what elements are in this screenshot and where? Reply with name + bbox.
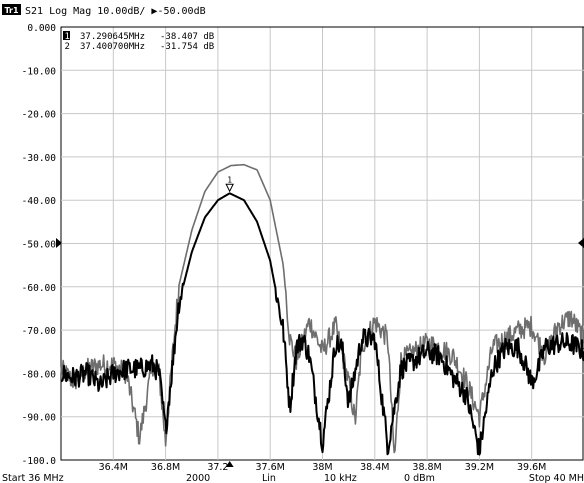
stop-frequency[interactable]: Stop 40 MH (529, 473, 584, 483)
marker-1-badge (63, 31, 70, 40)
trace-badge[interactable]: Tr1 (4, 6, 19, 15)
y-tick-label: -10.00 (22, 66, 57, 77)
x-tick-label: 36.4M (99, 462, 128, 473)
marker-2-freq: 37.400700MHz (80, 42, 145, 52)
sweep-points[interactable]: 2000 (186, 473, 210, 483)
x-tick-label: 37.6M (256, 462, 285, 473)
trace-dark (60, 192, 584, 456)
y-tick-label: -50.00 (22, 240, 57, 251)
reference-level-left-arrow[interactable] (56, 238, 62, 248)
marker-1-label: 1 (227, 175, 232, 184)
marker-1-value: -38.407 dB (160, 32, 214, 42)
reference-level-right-arrow[interactable] (578, 238, 584, 248)
markers: 1 (225, 175, 234, 467)
traces (60, 163, 584, 456)
y-tick-label: -60.00 (22, 283, 57, 294)
x-tick-label: 38M (312, 462, 332, 473)
y-tick-label: -100.0 (22, 456, 57, 467)
x-tick-label: 36.8M (151, 462, 180, 473)
x-tick-label: 37.2 (207, 462, 228, 473)
marker-2-id: 2 (65, 42, 70, 52)
start-frequency[interactable]: Start 36 MHz (2, 473, 64, 483)
x-tick-label: 38.8M (412, 462, 441, 473)
marker-table: 1 37.290645MHz -38.407 dB 2 37.400700MHz… (63, 31, 214, 52)
sweep-scale[interactable]: Lin (262, 473, 276, 483)
status-footer: Start 36 MHz 2000 Lin 10 kHz 0 dBm Stop … (2, 473, 584, 483)
y-tick-label: -80.00 (22, 369, 57, 380)
grid (60, 26, 584, 461)
x-tick-label: 39.6M (517, 462, 546, 473)
trace-end-label: 1 (580, 342, 584, 351)
trace-badge-box[interactable] (2, 4, 21, 15)
x-tick-label: 38.4M (360, 462, 389, 473)
y-tick-labels: 0.000 -10.00 -20.00 -30.00 -40.00 -50.00 -60.0… (22, 23, 57, 467)
if-bandwidth[interactable]: 10 kHz (324, 473, 357, 483)
marker-2-value: -31.754 dB (160, 42, 214, 52)
x-tick-labels: 36.4M 36.8M 37.2 37.6M 38M 38.4M 38.8M 39.2M 39.… (99, 462, 547, 473)
y-tick-label: -20.00 (22, 110, 57, 121)
x-tick-label: 39.2M (465, 462, 494, 473)
y-tick-label: -30.00 (22, 153, 57, 164)
trace-gray (60, 163, 584, 454)
marker-1-triangle (225, 183, 234, 193)
marker-axis-arrow (225, 461, 234, 467)
trace-header[interactable]: S21 Log Mag 10.00dB/ ▶-50.00dB (25, 6, 206, 17)
y-tick-label: -40.00 (22, 196, 57, 207)
y-tick-label: 0.000 (27, 23, 56, 34)
marker-1-id: 1 (65, 32, 70, 42)
marker-1-freq: 37.290645MHz (80, 32, 145, 42)
source-power[interactable]: 0 dBm (404, 473, 435, 483)
y-tick-label: -90.00 (22, 413, 57, 424)
y-tick-label: -70.00 (22, 326, 57, 337)
